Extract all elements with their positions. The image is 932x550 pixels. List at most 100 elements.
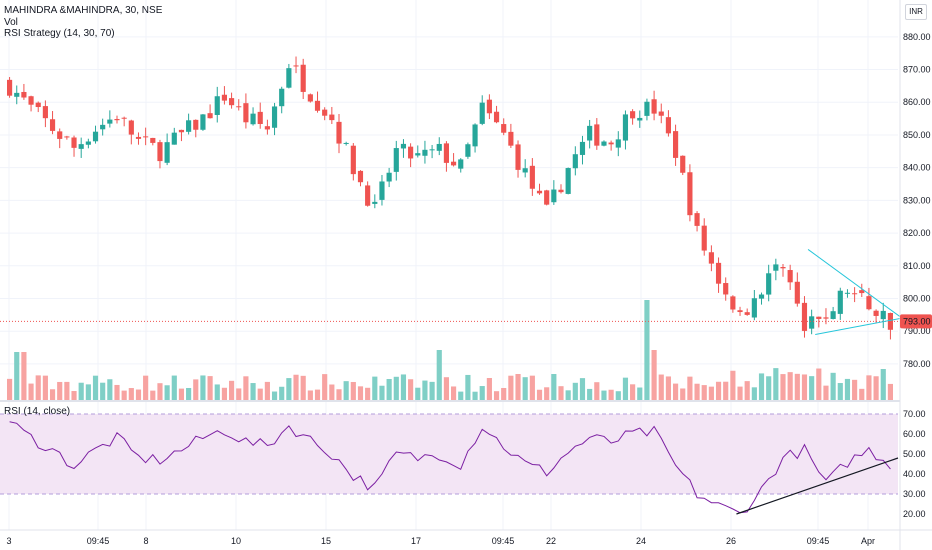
candle-body [257,111,263,125]
candle-body [758,294,765,299]
price-tick-label: 810.00 [903,261,931,271]
volume-bar [314,389,321,400]
candle-body [300,64,306,92]
volume-bar [558,386,564,400]
time-tick-label: Apr [861,536,875,546]
volume-bar [694,383,700,400]
volume-legend[interactable]: Vol [4,17,18,28]
volume-bar [322,374,328,400]
volume-bar [415,387,421,400]
time-tick-label: 09:45 [807,536,830,546]
candle-body [408,146,414,159]
candle-body [823,317,829,319]
candle-body [221,94,227,101]
candle-body [21,91,27,98]
candle-body [515,144,521,170]
rsi-tick-label: 70.00 [903,409,926,419]
candle-body [85,141,91,145]
candle-body [28,96,34,105]
volume-bar [651,350,657,400]
volume-bar [486,378,492,400]
volume-bar [386,379,392,400]
candle-body [644,101,650,116]
candle-body [343,142,349,144]
candle-body [229,98,235,106]
candle-body [64,136,70,138]
time-tick-label: 10 [231,536,241,546]
rsi-line [9,421,891,514]
candle-body [271,106,278,128]
volume-bar [508,375,514,400]
volume-bar [28,383,34,400]
candle-body [673,131,679,158]
rsi-trendline[interactable] [736,457,899,515]
volume-bar [673,383,679,400]
candle-body [780,267,786,269]
candle-body [529,165,535,189]
rsi-band [0,414,898,494]
candle-body [307,94,313,102]
candle-body [687,172,693,216]
volume-bar [307,390,313,400]
volume-bar [622,377,629,400]
volume-bar [143,375,149,400]
volume-bar [830,372,836,400]
candle-body [508,131,514,146]
volume-bar [236,388,242,400]
candle-body [429,149,435,151]
time-tick-label: 09:45 [492,536,515,546]
candle-body [193,119,199,130]
volume-bar [887,383,893,400]
candle-body [873,310,879,316]
volume-bar [178,388,185,400]
candle-body [186,120,192,132]
currency-button[interactable]: INR [905,4,927,20]
candle-body [121,117,127,119]
candle-body [601,141,607,146]
candle-body [579,141,586,155]
volume-bar [300,375,306,400]
volume-bar [100,382,106,400]
candle-body [393,148,399,172]
volume-bar [357,386,364,400]
volume-bar [844,378,851,400]
volume-bar [551,374,557,400]
candle-body [372,201,378,204]
volume-bar [193,379,199,400]
candle-body [236,106,242,108]
volume-bar [644,300,650,400]
candle-body [279,88,285,107]
volume-bar [708,386,714,400]
rsi-tick-label: 40.00 [903,469,926,479]
time-axis[interactable]: 3 09:45 8 10 15 17 09:45 22 24 26 09:45 Apr [6,536,875,546]
rsi-tick-label: 20.00 [903,509,926,519]
candle-body [630,111,636,119]
time-tick-label: 8 [143,536,148,546]
volume-bar [243,376,249,400]
strategy-legend[interactable]: RSI Strategy (14, 30, 70) [4,28,115,39]
candle-body [200,114,206,130]
rsi-legend[interactable]: RSI (14, close) [4,406,71,417]
volume-bar [873,376,879,400]
candle-body [336,121,342,144]
price-tick-label: 860.00 [903,97,931,107]
candle-body [164,142,170,163]
volume-bar [565,390,571,400]
price-axis[interactable]: 880.00 870.00 860.00 850.00 840.00 830.00 820.… [903,32,931,369]
candle-body [114,119,120,121]
volume-bar [135,389,142,400]
chart-title[interactable]: MAHINDRA &MAHINDRA, 30, NSE [4,5,163,16]
candle-body [150,137,156,143]
volume-bar [880,369,886,400]
candle-body [107,119,113,124]
candle-body [49,119,56,131]
candle-body [565,168,571,194]
volume-bar [515,374,521,400]
candle-body [350,145,356,175]
volume-bar [723,381,729,400]
rsi-axis[interactable]: 70.00 60.00 50.00 40.00 30.00 20.00 [903,409,926,519]
volume-bar [852,379,858,400]
time-tick-label: 26 [726,536,736,546]
candle-body [7,79,13,96]
